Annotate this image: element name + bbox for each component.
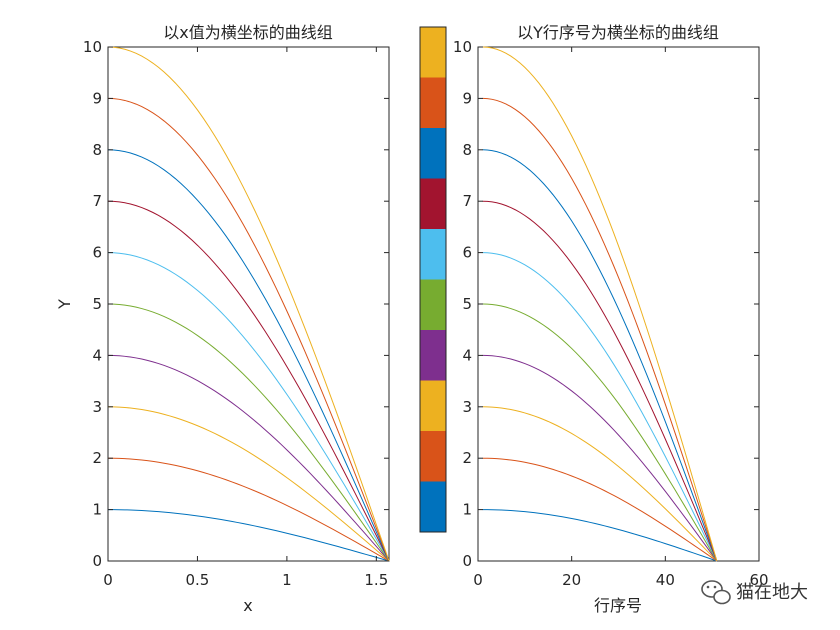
left-series-line-8 [107,149,390,562]
right-series-line-4 [482,354,718,562]
left-series-line-10 [107,46,390,562]
right-ytick-label: 1 [462,501,472,519]
colorbar-segment-8 [420,128,446,179]
left-axes-box [107,46,390,562]
left-ytick-label: 8 [92,141,102,159]
colorbar-segment-1 [420,481,446,532]
colorbar-segment-4 [420,330,446,381]
right-ytick-label: 2 [462,449,472,467]
watermark: 猫在地大 [701,580,808,605]
right-series-line-3 [482,406,718,562]
left-xtick-label: 0.5 [186,571,210,589]
left-series-line-7 [107,200,390,562]
left-chart-title: 以x值为横坐标的曲线组 [163,23,332,42]
colorbar-segment-7 [420,178,446,229]
colorbar-segment-2 [420,431,446,482]
left-ytick-label: 1 [92,501,102,519]
colorbar-segment-5 [420,279,446,330]
right-ytick-label: 10 [453,38,472,56]
colorbar-segment-6 [420,229,446,280]
left-series-line-3 [107,406,390,562]
right-xtick-label: 20 [562,571,581,589]
colorbar-segment-10 [420,27,446,78]
right-axes: 0 20 40 60 0 1 2 3 4 5 6 7 8 9 10 以Y行序号为横坐标的曲线组 行序号 [453,23,769,615]
right-series-line-7 [482,200,718,562]
colorbar-frame [419,26,447,533]
left-ytick-label: 7 [92,192,102,210]
left-series-line-1 [107,509,390,562]
right-xtick-label: 0 [473,571,483,589]
right-series-line-8 [482,149,718,562]
right-series-line-6 [482,252,718,562]
right-ytick-label: 3 [462,398,472,416]
left-xtick-label: 0 [103,571,113,589]
right-series-line-9 [482,97,718,562]
right-ytick-label: 7 [462,192,472,210]
right-ytick-label: 5 [462,295,472,313]
right-ytick-group: 0 1 2 3 4 5 6 7 8 9 10 [453,38,759,570]
right-ytick-label: 9 [462,89,472,107]
left-y-axis-label: Y [55,299,74,310]
left-series-line-9 [107,97,390,562]
left-ytick-label: 6 [92,244,102,262]
left-ytick-label: 4 [92,346,102,364]
right-x-axis-label: 行序号 [594,596,642,615]
left-ytick-label: 5 [92,295,102,313]
colorbar [419,26,447,533]
left-series-line-2 [107,457,390,562]
right-ytick-label: 8 [462,141,472,159]
right-series-line-5 [482,303,718,562]
right-ytick-label: 4 [462,346,472,364]
left-ytick-group: 0 1 2 3 4 5 6 7 8 9 10 [83,38,389,570]
right-xtick-group: 0 20 40 60 [473,47,769,589]
right-xtick-label: 60 [749,571,768,589]
left-x-axis-label: x [243,596,252,615]
right-ytick-label: 6 [462,244,472,262]
right-chart-title: 以Y行序号为横坐标的曲线组 [517,23,719,42]
wechat-icon [701,580,731,605]
right-axes-box [477,46,760,562]
left-ytick-label: 2 [92,449,102,467]
right-xtick-label: 40 [656,571,675,589]
left-xtick-label: 1 [282,571,292,589]
watermark-text: 猫在地大 [736,582,808,603]
left-series-group [107,46,390,562]
right-series-group [482,46,718,562]
left-ytick-label: 0 [92,552,102,570]
colorbar-segments [420,27,446,532]
left-series-line-4 [107,354,390,562]
left-ytick-label: 10 [83,38,102,56]
left-xtick-group: 0 0.5 1 1.5 [103,47,388,589]
colorbar-segment-9 [420,77,446,128]
right-series-line-10 [482,46,718,562]
left-series-line-5 [107,303,390,562]
left-ytick-label: 9 [92,89,102,107]
left-ytick-label: 3 [92,398,102,416]
left-axes: 0 0.5 1 1.5 0 1 2 3 4 5 6 7 8 9 10 以x值为横坐标的曲线组 x Y [55,23,390,615]
right-series-line-2 [482,457,718,562]
left-xtick-label: 1.5 [364,571,388,589]
colorbar-segment-3 [420,380,446,431]
right-ytick-label: 0 [462,552,472,570]
left-series-line-6 [107,252,390,562]
right-series-line-1 [482,509,718,562]
